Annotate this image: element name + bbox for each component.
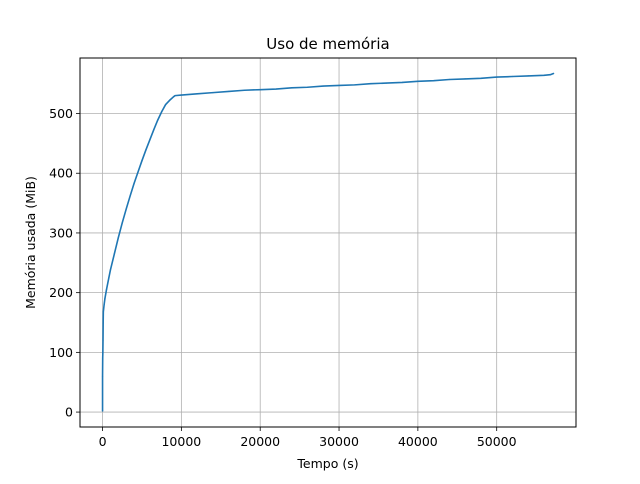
data-point [464,78,466,80]
data-point [180,94,182,96]
data-point [511,75,514,78]
data-point [527,75,529,77]
y-tick-label: 500 [49,106,73,121]
data-point [168,99,171,101]
data-point [496,76,498,78]
data-point [125,208,127,210]
data-point [161,111,163,113]
data-point [401,81,403,84]
x-tick-label: 30000 [319,434,359,449]
data-point [354,84,356,86]
data-point [369,83,372,85]
y-tick-label: 400 [49,166,73,181]
data-point [149,139,151,141]
data-point [105,289,108,291]
y-axis-label: Memória usada (MiB) [23,176,38,309]
data-point [157,119,159,121]
x-tick-label: 40000 [398,434,438,449]
data-point [275,88,277,90]
y-tick-label: 100 [49,345,73,360]
data-point [322,85,324,87]
data-point [137,171,139,173]
x-tick-label: 10000 [161,434,201,449]
data-point [102,311,104,313]
data-point [543,74,545,76]
series-line [101,72,555,412]
x-tick-label: 20000 [240,434,280,449]
data-point [145,149,147,151]
data-point [133,182,135,184]
data-point [433,80,435,82]
data-point [102,357,104,359]
data-point [243,89,246,91]
data-point [102,351,104,353]
data-point [291,87,293,89]
data-point [102,321,104,324]
series-layer [101,72,555,412]
data-point [108,277,110,279]
grid [80,58,576,427]
data-point [104,298,106,300]
data-point [129,195,131,197]
data-point [165,103,167,106]
data-point [103,304,105,306]
data-point [141,160,143,162]
data-point [109,269,112,271]
y-tick-label: 0 [65,405,73,420]
data-point [306,86,309,88]
data-point [103,307,105,309]
data-point [102,339,104,342]
data-point [552,72,555,75]
data-point [174,95,176,97]
data-point [153,129,155,131]
data-point [338,84,340,87]
y-tick-label: 200 [49,285,73,300]
x-axis-label: Tempo (s) [296,456,358,471]
data-point [101,410,104,412]
data-point [212,92,214,94]
chart-title: Uso de memória [266,35,389,53]
data-point [448,78,450,81]
data-point [417,80,419,82]
y-tick-label: 300 [49,225,73,240]
data-point [259,89,261,91]
data-point [549,74,551,76]
data-point [121,222,123,224]
data-point [113,253,115,255]
x-tick-label: 0 [99,434,107,449]
data-point [228,90,230,93]
data-point [196,93,198,95]
data-point [385,82,387,84]
ticks: 0 10000 20000 30000 40000 50000 0 100 200 300 400 5… [49,106,516,449]
plot-frame [79,57,577,428]
data-point [117,237,119,239]
data-point [480,77,482,79]
x-tick-label: 50000 [477,434,517,449]
data-point [101,375,104,377]
data-point [172,96,175,98]
